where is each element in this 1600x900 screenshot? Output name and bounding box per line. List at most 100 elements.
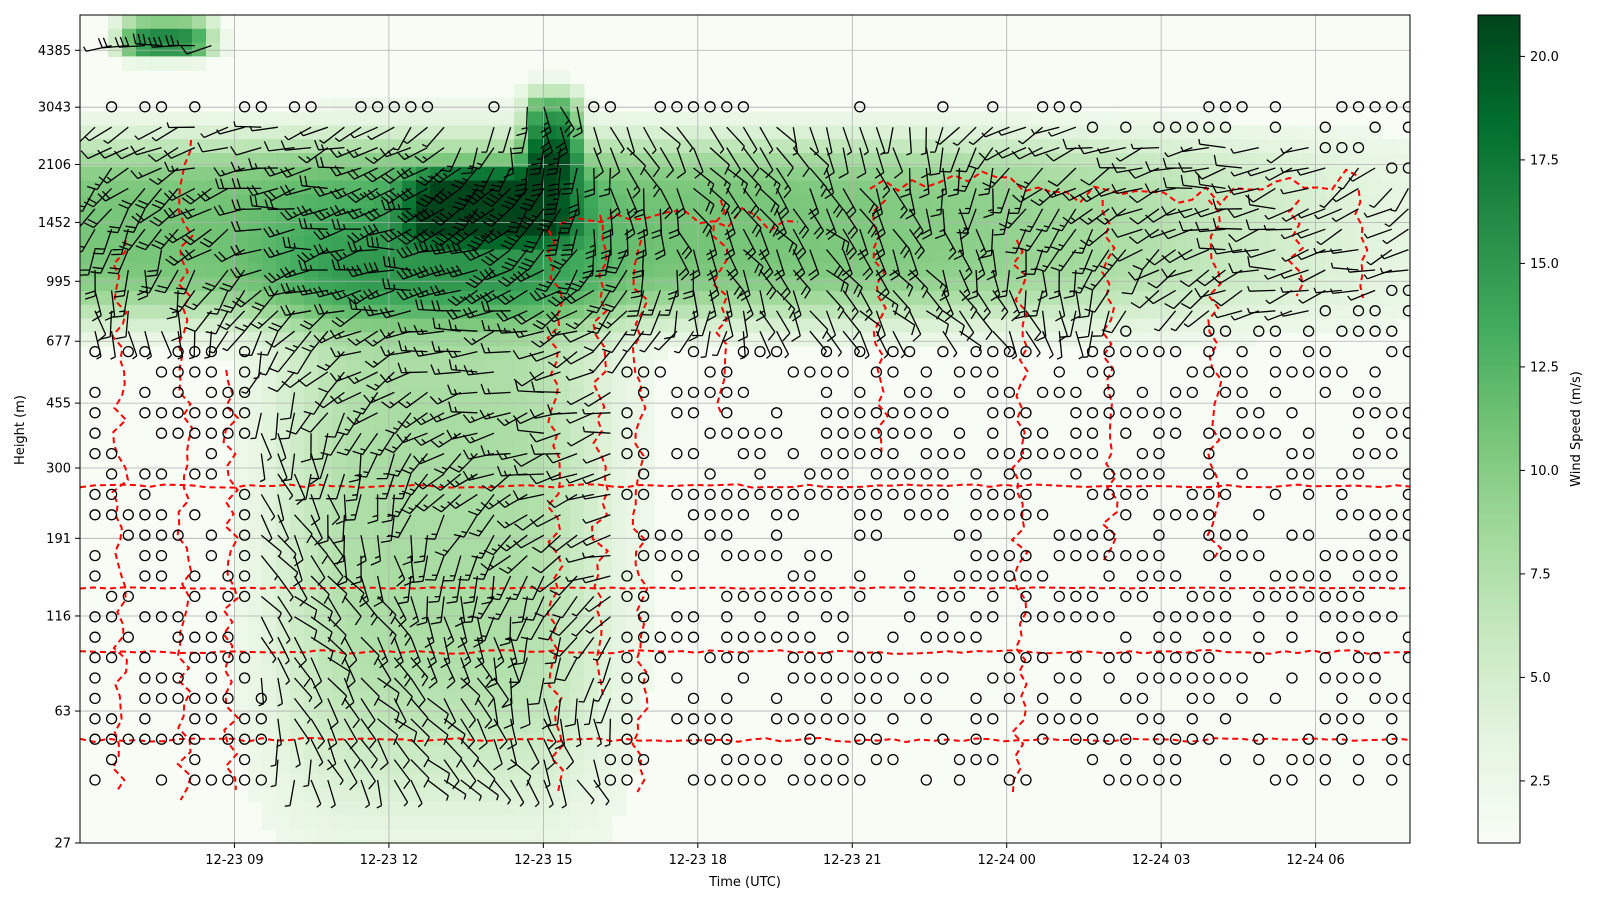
heat-cell <box>626 456 641 471</box>
heat-cell <box>570 746 585 761</box>
heat-cell <box>430 801 445 816</box>
heat-cell <box>416 318 431 333</box>
heat-cell <box>1088 166 1103 182</box>
heat-cell <box>906 277 921 292</box>
wind-barb <box>512 490 545 501</box>
wind-barb <box>565 473 595 484</box>
calm-circle <box>139 407 151 419</box>
heat-cell <box>612 304 627 320</box>
wind-barb <box>452 188 478 211</box>
wind-barb <box>547 534 578 552</box>
calm-circle <box>1402 488 1410 501</box>
heat-cell <box>1172 125 1187 140</box>
heat-cell <box>1256 249 1271 264</box>
calm-circle <box>1219 121 1232 133</box>
heat-cell <box>332 594 347 609</box>
calm-circle <box>637 468 650 480</box>
calm-circle <box>1336 672 1348 684</box>
heat-cell <box>1130 318 1145 333</box>
wind-barb <box>792 290 802 322</box>
heat-cell <box>1144 111 1159 126</box>
heat-cell <box>430 787 445 803</box>
calm-circle <box>953 590 966 603</box>
heat-cell <box>248 525 263 540</box>
wind-barb <box>726 167 749 194</box>
wind-barb <box>501 187 528 210</box>
heat-cell <box>1382 222 1397 237</box>
heat-cell <box>612 318 627 333</box>
heat-cell <box>724 111 739 126</box>
heat-cell <box>1382 291 1397 306</box>
wind-barb <box>467 228 495 250</box>
heat-cell <box>1046 111 1061 126</box>
calm-circle <box>737 753 750 766</box>
heat-cell <box>416 567 431 582</box>
heat-cell <box>192 222 207 237</box>
wind-barb <box>1316 228 1343 246</box>
heat-cell <box>612 222 627 237</box>
wind-barb <box>397 391 428 409</box>
wind-barb <box>939 269 950 302</box>
heat-cell <box>444 746 459 761</box>
wind-barb <box>327 698 339 730</box>
heat-cell <box>556 346 571 361</box>
heat-cell <box>374 429 389 444</box>
heat-cell <box>262 153 277 168</box>
calm-circle <box>89 733 101 745</box>
heat-cell <box>612 470 627 485</box>
wind-barb <box>462 470 495 481</box>
calm-circle <box>953 631 966 643</box>
heat-cell <box>360 180 375 195</box>
wind-barb <box>593 677 611 702</box>
heat-cell <box>416 277 431 292</box>
heat-cell <box>360 663 375 678</box>
wind-barb <box>593 759 601 789</box>
heat-cell <box>276 470 291 485</box>
heat-cell <box>556 663 571 678</box>
wind-barb <box>920 147 932 179</box>
heat-cell <box>640 636 655 651</box>
wind-barb <box>529 289 561 302</box>
calm-circle <box>1153 651 1165 664</box>
calm-circle <box>371 101 384 113</box>
heat-cell <box>234 304 249 320</box>
wind-barb <box>968 126 994 146</box>
calm-circle <box>704 366 716 378</box>
heat-cell <box>276 801 291 816</box>
heat-cell <box>1102 125 1117 140</box>
calm-circle <box>604 101 617 113</box>
wind-barb <box>826 249 844 279</box>
wind-barb <box>462 432 495 444</box>
heat-cell <box>416 801 431 816</box>
heat-cell <box>360 125 375 140</box>
wind-barb <box>859 126 870 156</box>
heat-cell <box>500 373 515 389</box>
heat-cell <box>486 235 501 251</box>
wind-barb <box>1162 157 1193 169</box>
calm-circle <box>754 549 766 562</box>
heat-cell <box>430 539 445 554</box>
heat-cell <box>262 801 277 816</box>
calm-circle <box>1120 549 1132 562</box>
heat-cell <box>94 139 109 154</box>
heat-cell <box>1354 180 1369 195</box>
heat-cell <box>626 705 641 720</box>
heat-cell <box>374 760 389 775</box>
calm-circle <box>139 611 151 623</box>
calm-circle <box>1136 488 1149 501</box>
heat-cell <box>192 166 207 182</box>
heat-cell <box>332 746 347 761</box>
calm-circle <box>1186 590 1198 603</box>
heat-cell <box>304 511 319 527</box>
calm-circle <box>820 468 833 480</box>
calm-circle <box>1053 672 1065 684</box>
heat-cell <box>444 442 459 458</box>
heat-cell <box>304 180 319 195</box>
heat-cell <box>948 111 963 126</box>
wind-barb <box>1061 187 1093 201</box>
heat-cell <box>416 153 431 168</box>
wind-barb <box>352 432 379 456</box>
heat-cell <box>528 746 543 761</box>
wind-barb <box>104 290 116 321</box>
heat-cell <box>164 291 179 306</box>
